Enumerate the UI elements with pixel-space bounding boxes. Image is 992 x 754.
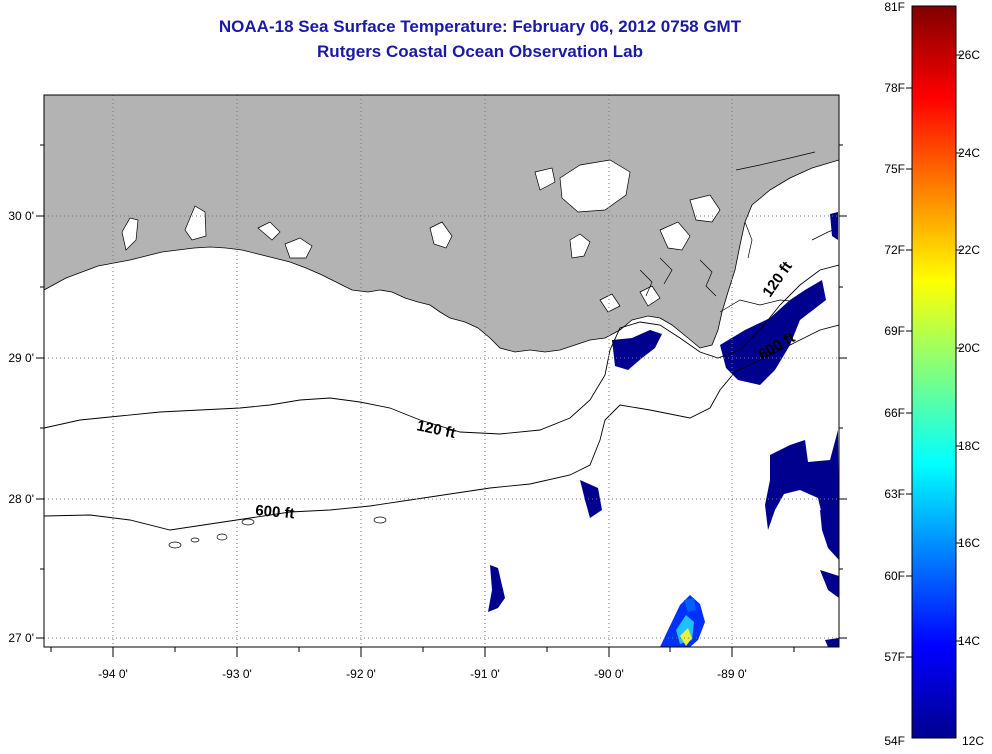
bathymetry-contours: [44, 264, 839, 531]
cb-c-16: 16C: [958, 536, 980, 550]
cb-f-66: 66F: [884, 406, 905, 420]
cb-c-14: 14C: [958, 634, 980, 648]
delta-coastline: [639, 151, 839, 313]
inland-lakes: [121, 159, 721, 313]
contour-label-600-west: 600 ft: [255, 502, 296, 522]
colorbar: 81F 78F 75F 72F 69F 66F 63F 60F 57F 54F …: [884, 0, 984, 748]
axis-ticks: [36, 144, 847, 657]
cb-f-75: 75F: [884, 162, 905, 176]
cb-c-12: 12C: [962, 734, 984, 748]
lat-label-28: 28 0': [8, 492, 34, 506]
cb-c-22: 22C: [958, 243, 980, 257]
cb-f-54: 54F: [884, 734, 905, 748]
colorbar-ticks: [906, 54, 962, 658]
lon-label-93: -93 0': [222, 667, 252, 681]
lon-label-92: -92 0': [346, 667, 376, 681]
lat-label-30: 30 0': [8, 209, 34, 223]
title-line-2: Rutgers Coastal Ocean Observation Lab: [317, 42, 643, 61]
colorbar-gradient: [911, 5, 957, 739]
cb-c-20: 20C: [958, 341, 980, 355]
map-title: NOAA-18 Sea Surface Temperature: Februar…: [0, 14, 960, 64]
title-line-1: NOAA-18 Sea Surface Temperature: Februar…: [218, 17, 742, 36]
lon-label-91: -91 0': [470, 667, 500, 681]
sst-cold-patches: [488, 212, 839, 647]
cb-f-60: 60F: [884, 569, 905, 583]
cb-f-69: 69F: [884, 324, 905, 338]
cb-c-24: 24C: [958, 146, 980, 160]
cb-f-72: 72F: [884, 243, 905, 257]
cb-f-81: 81F: [884, 0, 905, 14]
lon-label-94: -94 0': [98, 667, 128, 681]
contour-islands: [168, 516, 387, 549]
cb-c-18: 18C: [958, 439, 980, 453]
map-frame: [43, 94, 840, 648]
cb-f-78: 78F: [884, 81, 905, 95]
sst-warm-patch: [660, 595, 705, 647]
lon-label-90: -90 0': [594, 667, 624, 681]
lat-label-29: 29 0': [8, 351, 34, 365]
cb-f-57: 57F: [884, 650, 905, 664]
lat-label-27: 27 0': [8, 631, 34, 645]
lon-label-89: -89 0': [717, 667, 747, 681]
cb-f-63: 63F: [884, 487, 905, 501]
cb-c-26: 26C: [958, 48, 980, 62]
map-grid: [44, 95, 839, 647]
